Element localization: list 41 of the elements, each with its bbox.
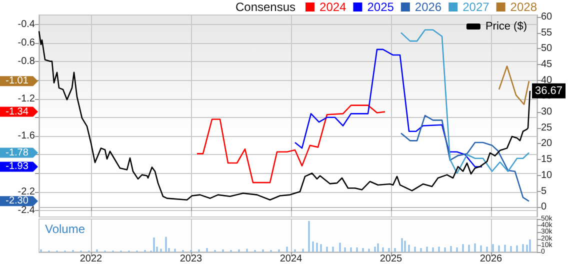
y2-tick-label: 30 (541, 106, 553, 118)
x-tick-label: 2025 (380, 254, 403, 264)
y-tick-label: -2.4 (18, 204, 36, 216)
line-series (196, 104, 386, 184)
data-label: 36.67 (535, 84, 563, 97)
legend-title: Consensus (235, 0, 296, 14)
line-series (400, 114, 530, 202)
legend-label: 2027 (462, 0, 490, 14)
y2-tick-label: 25 (541, 122, 553, 134)
y-tick-label: -1.2 (18, 93, 36, 104)
legend-label: 2026 (414, 0, 442, 14)
x-tick-label: 2026 (480, 254, 503, 264)
legend-label: Price ($) (485, 20, 527, 32)
y2-tick-label: 15 (541, 154, 553, 166)
line-series (498, 66, 530, 106)
y2-tick-label: 10 (541, 170, 553, 181)
legend-label: 2024 (320, 0, 347, 14)
x-tick-label: 2024 (280, 254, 303, 264)
chart-title: Volume (45, 222, 86, 236)
y-tick-label: -0.4 (18, 18, 36, 30)
y2-tick-label: 45 (541, 58, 553, 70)
y2-tick-label: 40 (541, 74, 553, 86)
text: -1.34 (6, 106, 29, 118)
text: -1.78 (6, 147, 29, 158)
y-tick-label: -0.6 (18, 37, 36, 48)
legend-label: 2028 (510, 0, 538, 14)
line-series (294, 48, 483, 168)
y-tick-label: -0.8 (18, 56, 36, 68)
y2-tick-label: 20 (541, 138, 553, 150)
y-tick-label: -2.2 (18, 186, 36, 198)
y2-tick-label: 5 (541, 186, 547, 197)
y2-tick-label: 60 (541, 11, 553, 22)
text: -2.30 (6, 196, 29, 207)
legend-label: 2025 (367, 0, 394, 14)
y-tick-label: -1.6 (18, 130, 36, 142)
y2-tick-label: 55 (541, 27, 553, 38)
text: -1.01 (6, 76, 29, 87)
x-tick-label: 2023 (180, 254, 203, 264)
y2-tick-label: 50 (541, 43, 553, 54)
x-tick-label: 2022 (80, 254, 103, 264)
text: -1.93 (6, 161, 29, 172)
